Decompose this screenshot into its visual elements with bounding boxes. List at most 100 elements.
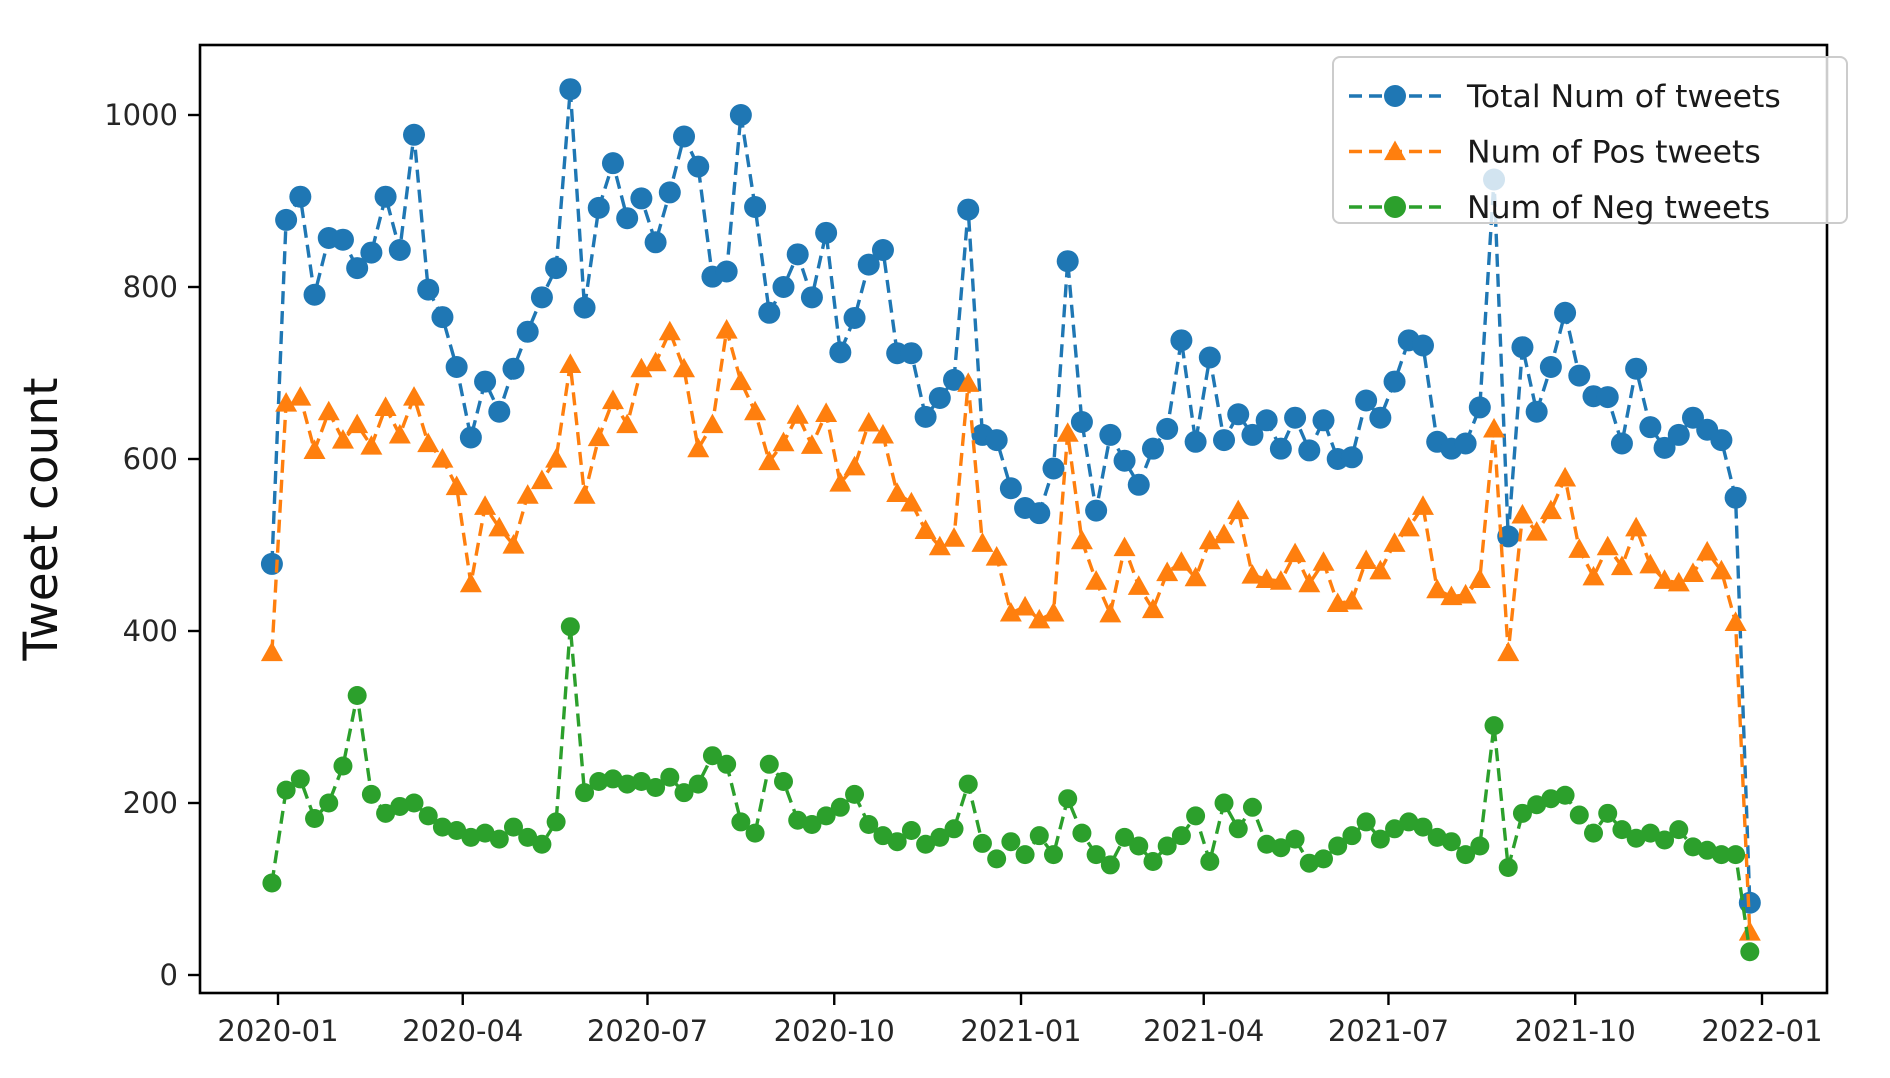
data-point xyxy=(1356,812,1376,832)
data-point xyxy=(715,319,738,339)
data-point xyxy=(276,780,296,800)
data-point xyxy=(1141,598,1164,619)
data-point xyxy=(1426,578,1449,599)
data-point xyxy=(873,826,893,846)
data-point xyxy=(361,784,381,804)
data-point xyxy=(1269,570,1292,590)
plot-border xyxy=(198,43,1829,995)
data-point xyxy=(1312,551,1335,571)
data-point xyxy=(502,357,525,380)
data-point xyxy=(943,368,966,391)
data-point xyxy=(1511,503,1534,524)
data-point xyxy=(729,370,752,391)
data-point xyxy=(972,833,992,853)
data-point xyxy=(1625,357,1648,380)
data-point xyxy=(745,823,765,843)
data-point xyxy=(1653,436,1676,459)
data-point xyxy=(432,817,452,837)
data-point xyxy=(1298,439,1321,462)
data-point xyxy=(1342,826,1362,846)
data-point xyxy=(830,797,850,817)
x-tick-label: 2020-07 xyxy=(587,1014,708,1048)
data-point xyxy=(1484,716,1504,736)
data-point xyxy=(346,257,369,280)
data-point xyxy=(1383,370,1406,393)
data-point xyxy=(631,772,651,791)
data-point xyxy=(275,392,298,412)
data-point xyxy=(1198,346,1221,369)
data-point xyxy=(360,435,383,455)
data-point xyxy=(262,873,282,893)
data-point xyxy=(617,774,637,794)
data-point xyxy=(660,767,680,787)
data-point xyxy=(1612,820,1632,840)
data-point xyxy=(1186,806,1206,826)
data-point xyxy=(1340,446,1363,469)
data-point xyxy=(1726,845,1746,865)
data-point xyxy=(1454,432,1477,455)
data-point xyxy=(758,301,781,324)
data-point xyxy=(800,286,823,309)
data-point xyxy=(1454,583,1477,604)
data-point xyxy=(857,253,880,276)
data-point xyxy=(999,601,1022,622)
data-point xyxy=(317,400,340,421)
data-point xyxy=(1099,602,1122,623)
data-point xyxy=(957,198,980,221)
data-point xyxy=(688,774,708,794)
data-point xyxy=(687,155,710,178)
data-point xyxy=(1527,795,1547,815)
data-point xyxy=(999,477,1022,500)
data-point xyxy=(1070,411,1093,434)
data-point xyxy=(1284,542,1307,563)
data-point xyxy=(559,353,582,373)
data-point xyxy=(644,351,667,372)
data-point xyxy=(1525,521,1548,541)
data-point xyxy=(1129,836,1149,856)
data-point xyxy=(1468,396,1491,419)
data-point xyxy=(360,241,383,264)
data-point xyxy=(1498,858,1518,877)
data-point xyxy=(1255,409,1278,432)
y-tick-label: 1000 xyxy=(104,98,178,132)
data-point xyxy=(1667,571,1690,592)
data-point xyxy=(260,552,283,575)
data-point xyxy=(914,519,937,539)
data-point xyxy=(1738,921,1761,941)
data-point xyxy=(1569,805,1589,825)
data-point xyxy=(1385,819,1405,839)
data-point xyxy=(1355,549,1378,570)
data-point xyxy=(587,426,610,447)
data-point xyxy=(488,400,511,423)
data-point xyxy=(1596,535,1619,556)
circle-legend-marker-icon xyxy=(1384,196,1406,218)
data-point xyxy=(772,431,795,452)
data-point xyxy=(1255,568,1278,588)
data-point xyxy=(319,793,339,813)
data-point xyxy=(1170,551,1193,571)
data-point xyxy=(418,806,438,826)
x-tick-label: 2021-07 xyxy=(1328,1014,1449,1048)
data-point xyxy=(573,296,596,319)
data-point xyxy=(985,546,1008,566)
data-point xyxy=(589,772,609,791)
data-point xyxy=(1639,416,1662,439)
data-point xyxy=(815,221,838,244)
data-point xyxy=(1328,836,1348,856)
data-point xyxy=(857,411,880,432)
data-point xyxy=(971,532,994,552)
data-point xyxy=(1724,611,1747,631)
data-point xyxy=(474,370,497,393)
data-point xyxy=(1596,386,1619,409)
data-point xyxy=(289,185,312,208)
data-point xyxy=(1213,523,1236,544)
data-point xyxy=(1156,561,1179,582)
axes-layer: 0 200 400 600 800 1000 2020-01 2020-04 2020-07 20… xyxy=(104,43,1829,1048)
data-point xyxy=(1214,793,1234,813)
data-point xyxy=(1397,516,1420,537)
data-point xyxy=(845,784,865,804)
data-point xyxy=(1127,473,1150,496)
x-tick-label: 2021-04 xyxy=(1143,1014,1264,1048)
data-point xyxy=(488,516,511,537)
